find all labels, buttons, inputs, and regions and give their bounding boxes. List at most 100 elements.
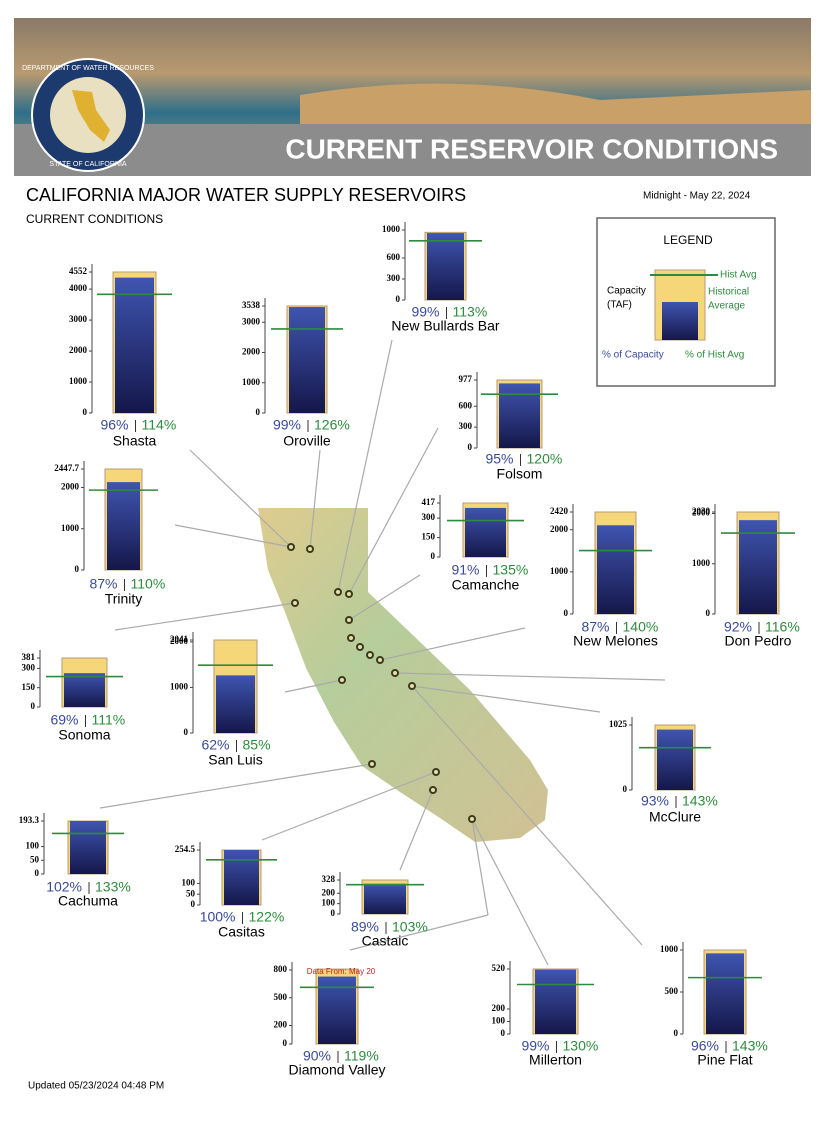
reservoir-name: Camanche [452, 577, 520, 593]
y-tick-label: 0 [35, 868, 40, 878]
pct-capacity: 99% [411, 304, 439, 320]
reservoir-chart: 0 300 600 1000 99% 113%New Bullards Bar [382, 222, 500, 334]
pct-capacity: 95% [485, 451, 513, 467]
pct-hist-avg: 103% [392, 919, 428, 935]
pct-hist-avg: 120% [527, 451, 563, 467]
updated: Updated 05/23/2024 04:48 PM [28, 1081, 164, 1092]
pct-hist-avg: 130% [563, 1038, 599, 1054]
pct-capacity: 96% [691, 1038, 719, 1054]
y-tick-label: 1000 [382, 224, 401, 234]
y-tick-label: 2030 [692, 506, 711, 516]
storage-bar [64, 673, 105, 707]
pct-hist-avg: 111% [92, 712, 126, 728]
y-tick-label: 0 [184, 727, 189, 737]
y-tick-label: 0 [283, 1038, 288, 1048]
reservoir-name: Millerton [529, 1052, 582, 1068]
y-tick-label: 200 [492, 1003, 506, 1013]
y-tick-label: 2000 [242, 347, 261, 357]
reservoir-name: Shasta [113, 433, 157, 449]
banner-title: CURRENT RESERVOIR CONDITIONS [285, 133, 778, 164]
y-tick-label: 2447.7 [54, 463, 79, 473]
y-tick-label: 2000 [170, 636, 189, 646]
reservoir-chart: 0 500 1000 96% 143%Pine Flat [660, 942, 768, 1068]
reservoir-name: Trinity [105, 591, 143, 607]
y-tick-label: 0 [75, 564, 80, 574]
y-tick-label: 4000 [69, 283, 88, 293]
y-tick-label: 0 [468, 442, 473, 452]
pct-hist-avg: 143% [682, 793, 718, 809]
y-tick-label: 977 [459, 374, 473, 384]
reservoir-chart: 0 1000 2000 2447.7 87% 110%Trinity [54, 461, 165, 607]
y-tick-label: 2000 [61, 482, 80, 492]
pct-capacity: 99% [521, 1038, 549, 1054]
y-tick-label: 1000 [242, 377, 261, 387]
y-tick-label: 150 [422, 532, 436, 542]
legend: LEGEND Hist Avg Capacity (TAF) Historica… [596, 217, 776, 387]
reservoir-name: New Melones [573, 633, 658, 649]
y-tick-label: 2000 [692, 508, 711, 518]
pct-hist-avg: 110% [131, 576, 166, 592]
y-tick-label: 1025 [609, 719, 628, 729]
pct-capacity: 92% [724, 619, 752, 635]
storage-bar [427, 233, 464, 300]
y-tick-label: 100 [26, 841, 40, 851]
reservoir-name: Diamond Valley [288, 1062, 385, 1078]
y-tick-label: 328 [322, 874, 336, 884]
y-tick-label: 0 [564, 608, 569, 618]
y-tick-label: 0 [623, 784, 628, 794]
y-tick-label: 3000 [69, 314, 88, 324]
reservoir-name: Casitas [218, 924, 265, 940]
y-tick-label: 500 [665, 986, 679, 996]
storage-bar [216, 675, 255, 733]
pct-capacity: 93% [641, 793, 669, 809]
y-tick-label: 0 [396, 294, 401, 304]
reservoir-name: McClure [649, 809, 701, 825]
pct-capacity: 87% [89, 576, 117, 592]
pct-hist-avg: 140% [623, 619, 659, 635]
y-tick-label: 2000 [550, 524, 569, 534]
y-tick-label: 300 [459, 421, 473, 431]
pct-hist-avg: 133% [95, 879, 131, 895]
legend-historical: Historical [708, 287, 749, 298]
y-tick-label: 150 [22, 682, 36, 692]
map [99, 339, 666, 966]
reservoir-chart: 0 1000 2000 2420 87% 140%New Melones [550, 504, 658, 649]
legend-title: LEGEND [663, 233, 713, 247]
seal-bottom: STATE OF CALIFORNIA [49, 161, 126, 168]
y-tick-label: 2420 [550, 506, 569, 516]
seal-top: DEPARTMENT OF WATER RESOURCES [22, 65, 154, 72]
y-tick-label: 600 [459, 400, 473, 410]
y-tick-label: 1000 [692, 558, 711, 568]
storage-bar [499, 383, 540, 448]
reservoir-name: New Bullards Bar [391, 318, 499, 334]
reservoir-name: San Luis [208, 752, 262, 768]
y-tick-label: 1000 [69, 376, 88, 386]
pct-capacity: 96% [100, 417, 128, 433]
y-tick-label: 500 [274, 992, 288, 1002]
pct-capacity: 69% [50, 712, 78, 728]
y-tick-label: 1000 [660, 944, 679, 954]
pct-hist-avg: 119% [344, 1048, 379, 1064]
y-tick-label: 0 [256, 407, 261, 417]
reservoir-chart: 0 1000 2000 3000 4000 4552 96% 114%Shasta [69, 264, 176, 449]
reservoir-name: Folsom [497, 466, 543, 482]
y-tick-label: 2041 [170, 634, 189, 644]
y-tick-label: 800 [274, 964, 288, 974]
annotation: Data From: May 20 [307, 967, 376, 976]
pct-capacity: 89% [351, 919, 379, 935]
reservoir-name: Oroville [283, 433, 331, 449]
reservoir-name: Pine Flat [697, 1052, 752, 1068]
y-tick-label: 3538 [242, 300, 261, 310]
y-tick-label: 381 [22, 652, 36, 662]
storage-bar [289, 307, 325, 413]
pct-hist-avg: 135% [493, 562, 529, 578]
reservoir-chart: 0 100 200 520 99% 130%Millerton [492, 961, 599, 1068]
pct-capacity: 99% [273, 417, 301, 433]
reservoir-chart: 0 200 500 800 90% 119%Diamond Valley Data From… [274, 962, 386, 1078]
y-tick-label: 300 [22, 662, 36, 672]
y-tick-label: 100 [322, 898, 336, 908]
